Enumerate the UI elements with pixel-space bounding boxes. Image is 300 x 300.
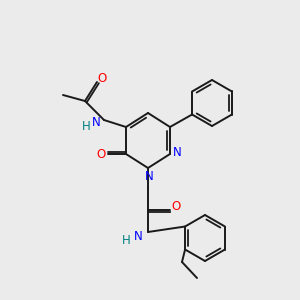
Text: O: O (96, 148, 106, 160)
Text: N: N (145, 169, 153, 182)
Text: N: N (134, 230, 142, 244)
Text: O: O (98, 73, 106, 85)
Text: N: N (172, 146, 182, 160)
Text: H: H (82, 119, 90, 133)
Text: O: O (171, 200, 181, 212)
Text: H: H (122, 235, 130, 248)
Text: N: N (92, 116, 100, 128)
